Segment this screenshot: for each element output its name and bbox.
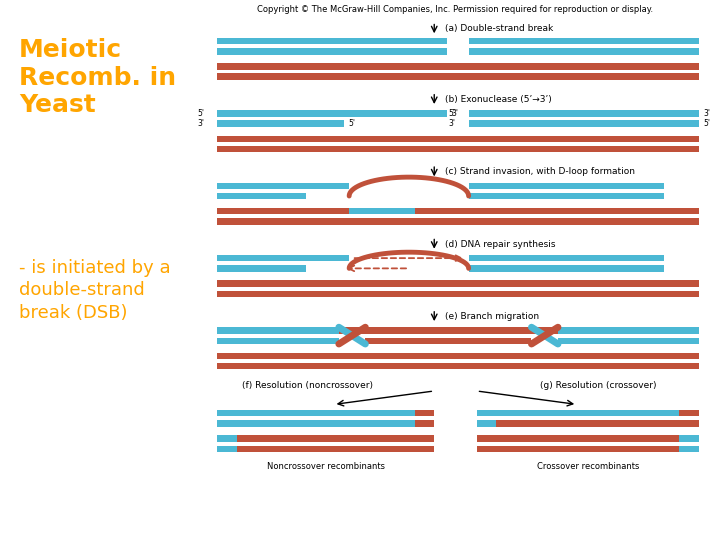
Bar bbox=[477, 420, 496, 427]
Bar bbox=[217, 218, 699, 225]
Bar bbox=[217, 363, 699, 369]
Bar bbox=[237, 446, 434, 452]
Bar bbox=[469, 255, 665, 261]
Bar bbox=[217, 280, 699, 287]
Bar bbox=[679, 446, 699, 452]
Bar bbox=[217, 446, 237, 452]
Bar bbox=[217, 193, 306, 199]
Bar bbox=[217, 136, 699, 142]
Bar bbox=[217, 255, 349, 261]
Text: 3': 3' bbox=[451, 109, 459, 118]
Text: 3': 3' bbox=[197, 119, 204, 128]
Bar bbox=[217, 120, 344, 127]
Bar bbox=[558, 338, 699, 344]
Bar bbox=[217, 327, 339, 334]
Bar bbox=[217, 435, 237, 442]
Text: Crossover recombinants: Crossover recombinants bbox=[536, 462, 639, 471]
Bar bbox=[469, 183, 665, 189]
Bar bbox=[217, 110, 447, 117]
Text: 5': 5' bbox=[197, 109, 204, 118]
Bar bbox=[217, 410, 415, 416]
Bar bbox=[217, 38, 447, 44]
Bar bbox=[469, 48, 699, 55]
Bar bbox=[217, 63, 699, 70]
Bar bbox=[365, 338, 531, 344]
Text: 5': 5' bbox=[703, 119, 710, 128]
Bar bbox=[469, 265, 665, 272]
Bar bbox=[477, 410, 679, 416]
Bar bbox=[237, 435, 434, 442]
Text: Copyright © The McGraw-Hill Companies, Inc. Permission required for reproduction: Copyright © The McGraw-Hill Companies, I… bbox=[257, 5, 654, 15]
Bar bbox=[217, 73, 699, 80]
Text: (a) Double-strand break: (a) Double-strand break bbox=[445, 24, 553, 33]
Text: 3': 3' bbox=[449, 119, 455, 128]
Text: (f) Resolution (noncrossover): (f) Resolution (noncrossover) bbox=[242, 381, 373, 390]
Text: (c) Strand invasion, with D-loop formation: (c) Strand invasion, with D-loop formati… bbox=[445, 167, 635, 176]
Bar bbox=[217, 353, 699, 359]
Text: 5': 5' bbox=[449, 109, 455, 118]
Text: 3': 3' bbox=[703, 109, 710, 118]
Bar bbox=[469, 110, 699, 117]
Bar bbox=[217, 183, 349, 189]
Bar bbox=[217, 48, 447, 55]
Bar bbox=[349, 208, 415, 214]
Bar bbox=[217, 420, 415, 427]
Text: (d) DNA repair synthesis: (d) DNA repair synthesis bbox=[445, 240, 555, 248]
Bar bbox=[679, 410, 699, 416]
Bar bbox=[415, 410, 434, 416]
Text: (g) Resolution (crossover): (g) Resolution (crossover) bbox=[540, 381, 657, 390]
Bar bbox=[217, 208, 699, 214]
Bar bbox=[469, 193, 665, 199]
Bar bbox=[558, 327, 699, 334]
Bar bbox=[415, 420, 434, 427]
Bar bbox=[469, 120, 699, 127]
Bar bbox=[217, 265, 306, 272]
Text: Fig. 22.18: Fig. 22.18 bbox=[19, 478, 152, 502]
Bar bbox=[217, 291, 699, 297]
Text: Noncrossover recombinants: Noncrossover recombinants bbox=[266, 462, 384, 471]
Text: Meiotic
Recomb. in
Yeast: Meiotic Recomb. in Yeast bbox=[19, 38, 176, 117]
Bar bbox=[477, 435, 679, 442]
Text: 5': 5' bbox=[348, 119, 355, 128]
Text: - is initiated by a
double-strand
break (DSB): - is initiated by a double-strand break … bbox=[19, 259, 171, 322]
Bar bbox=[477, 446, 679, 452]
Bar bbox=[679, 435, 699, 442]
Text: (b) Exonuclease (5’→3’): (b) Exonuclease (5’→3’) bbox=[445, 95, 552, 104]
Bar bbox=[496, 420, 699, 427]
Bar bbox=[469, 38, 699, 44]
Bar bbox=[339, 327, 558, 334]
Bar bbox=[217, 146, 699, 152]
Bar bbox=[217, 338, 339, 344]
Text: (e) Branch migration: (e) Branch migration bbox=[445, 312, 539, 321]
